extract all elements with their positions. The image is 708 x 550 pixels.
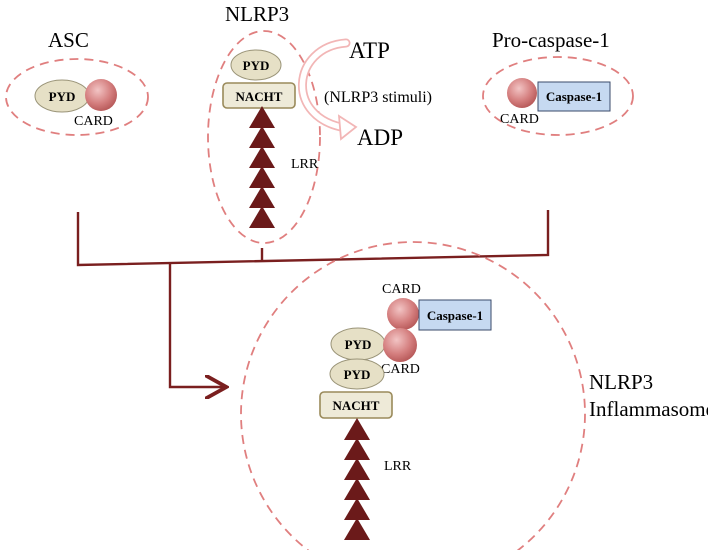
assembly-connector (76, 210, 550, 387)
lrr-repeat (344, 438, 370, 460)
inflammasome-pyd-upper-label: PYD (345, 337, 372, 352)
adp-label: ADP (357, 125, 403, 150)
lrr-repeat (344, 498, 370, 520)
nlrp3-stimuli-label: (NLRP3 stimuli) (324, 89, 432, 106)
asc-title: ASC (48, 28, 89, 52)
nlrp3-dashed-boundary (207, 30, 321, 244)
nlrp3-lrr-domain (249, 106, 275, 228)
procaspase-caspase1-label: Caspase-1 (546, 89, 602, 104)
nlrp3-lrr-label: LRR (291, 157, 319, 172)
inflammasome-title-line1: NLRP3 (589, 370, 653, 394)
asc-pyd-label: PYD (49, 89, 76, 104)
inflammasome-card-top-domain (387, 298, 419, 330)
inflammasome-nacht-domain (319, 391, 393, 419)
nlrp3-nacht-domain (222, 82, 296, 109)
inflammasome-title-line2: Inflammasome (589, 397, 708, 421)
lrr-repeat (249, 146, 275, 168)
lrr-repeat (249, 126, 275, 148)
inflammasome-caspase1-label: Caspase-1 (427, 308, 483, 323)
inflammasome-lrr-domain (344, 418, 370, 540)
lrr-repeat (249, 186, 275, 208)
nlrp3-pyd-domain (230, 49, 282, 81)
inflammasome-card-mid-label: CARD (381, 362, 420, 377)
inflammasome-pyd-lower (329, 358, 385, 390)
nlrp3-nacht-label: NACHT (236, 89, 283, 104)
asc-dashed-boundary (5, 58, 149, 136)
inflammasome-card-top-label: CARD (382, 282, 421, 297)
lrr-repeat (249, 206, 275, 228)
nlrp3-title: NLRP3 (225, 2, 289, 26)
lrr-repeat (249, 166, 275, 188)
asc-card-domain (85, 79, 117, 111)
procaspase-dashed-boundary (482, 56, 634, 136)
lrr-repeat (344, 518, 370, 540)
inflammasome-pyd-lower-label: PYD (344, 367, 371, 382)
procaspase-card-domain (507, 78, 537, 108)
procaspase-card-label: CARD (500, 112, 539, 127)
inflammasome-dashed-boundary (240, 241, 586, 550)
nlrp3-pyd-label: PYD (243, 58, 270, 73)
inflammasome-card-mid-domain (383, 328, 417, 362)
lrr-repeat (344, 478, 370, 500)
atp-adp-curved-arrow (298, 38, 358, 141)
asc-card-label: CARD (74, 114, 113, 129)
procaspase-caspase1-domain (537, 81, 611, 112)
lrr-repeat (344, 418, 370, 440)
procaspase-title: Pro-caspase-1 (492, 28, 610, 52)
lrr-repeat (344, 458, 370, 480)
inflammasome-lrr-label: LRR (384, 459, 412, 474)
inflammasome-nacht-label: NACHT (333, 398, 380, 413)
atp-label: ATP (349, 38, 390, 63)
lrr-repeat (249, 106, 275, 128)
inflammasome-caspase1-domain (418, 299, 492, 331)
